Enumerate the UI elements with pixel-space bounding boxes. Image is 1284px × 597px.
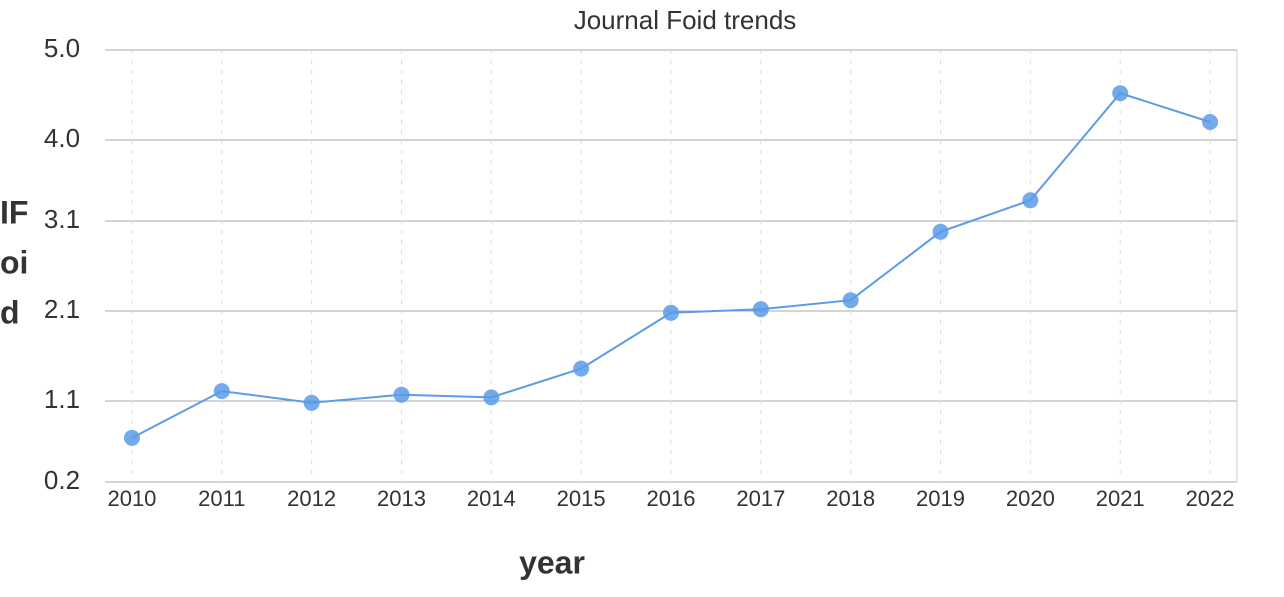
- y-axis-label: IF: [0, 194, 28, 230]
- y-tick-label: 4.0: [44, 123, 80, 153]
- data-point: [393, 386, 410, 403]
- data-point: [573, 360, 590, 377]
- x-tick-label: 2021: [1096, 486, 1145, 511]
- data-point: [1202, 114, 1219, 130]
- chart-title: Journal Foid trends: [574, 5, 797, 35]
- series-line: [131, 92, 1211, 439]
- data-point: [123, 429, 140, 446]
- y-tick-label: 2.1: [44, 294, 80, 324]
- y-tick-label: 3.1: [44, 204, 80, 234]
- data-point: [483, 389, 500, 406]
- x-tick-label: 2015: [557, 486, 606, 511]
- data-point: [932, 223, 949, 240]
- y-axis-label: d: [0, 294, 20, 330]
- data-point: [842, 292, 859, 309]
- y-axis-label: oi: [0, 244, 28, 280]
- data-point: [213, 383, 230, 400]
- x-axis-label: year: [519, 544, 585, 580]
- data-point: [1112, 85, 1129, 102]
- x-tick-label: 2013: [377, 486, 426, 511]
- y-tick-label: 5.0: [44, 33, 80, 63]
- y-tick-label: 0.2: [44, 465, 80, 495]
- data-point: [663, 304, 679, 321]
- x-tick-label: 2012: [287, 486, 336, 511]
- data-point: [303, 394, 320, 411]
- x-tick-label: 2014: [467, 486, 516, 511]
- x-tick-label: 2010: [107, 486, 156, 511]
- x-tick-label: 2011: [198, 486, 245, 511]
- x-tick-label: 2019: [916, 486, 965, 511]
- x-tick-label: 2016: [647, 486, 696, 511]
- x-tick-label: 2020: [1006, 486, 1055, 511]
- y-tick-label: 1.1: [44, 384, 80, 414]
- data-point: [752, 301, 769, 318]
- x-tick-label: 2022: [1186, 486, 1235, 511]
- x-tick-label: 2018: [826, 486, 875, 511]
- data-point: [1022, 192, 1039, 209]
- x-tick-label: 2017: [736, 486, 785, 511]
